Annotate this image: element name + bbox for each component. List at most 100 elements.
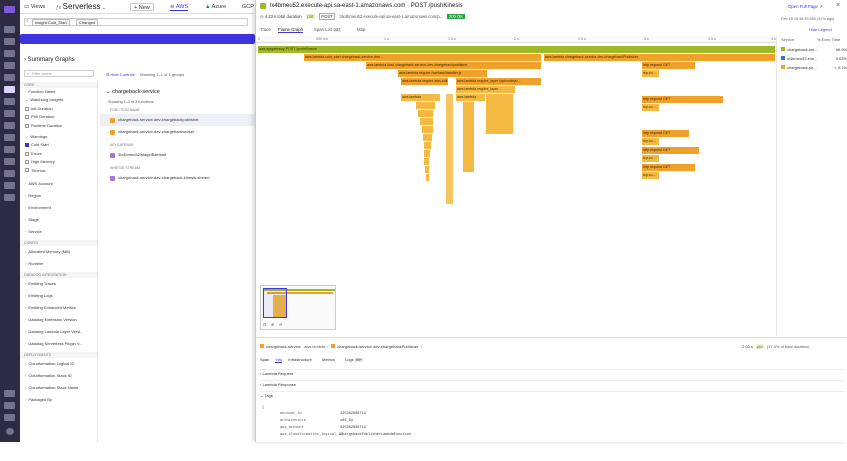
checkbox[interactable] — [25, 106, 29, 111]
span-bar[interactable] — [424, 142, 432, 149]
span-bar[interactable] — [418, 110, 434, 117]
tab-span[interactable]: Span — [260, 357, 270, 362]
service-group-header[interactable]: ⌄ chargeback-service — [106, 89, 160, 95]
nav-item-integrations-icon[interactable] — [4, 194, 15, 201]
facet-region[interactable]: › Region — [25, 192, 42, 198]
section-lambda-response[interactable]: › Lambda Response — [260, 380, 844, 387]
nav-item-team-icon[interactable] — [4, 402, 15, 409]
nav-item-logs-icon[interactable] — [4, 134, 15, 141]
span-bar[interactable] — [416, 102, 436, 109]
close-icon[interactable]: × — [836, 2, 841, 9]
span-bar[interactable]: aws.lambda.load chargeback-service-dev-c… — [366, 62, 542, 69]
facet-cf-logical-id[interactable]: › Cloudformation Logical ID — [25, 360, 75, 366]
nav-item-network-icon[interactable] — [4, 182, 15, 189]
span-bar[interactable]: aws.lambda.require_layer — [456, 86, 516, 93]
filter-pill[interactable]: Insight:Cold_Start — [32, 19, 70, 26]
facet-extension-version[interactable]: › Datadog Extension Version — [25, 316, 77, 322]
zoom-out-icon[interactable]: ⊖ — [279, 322, 283, 327]
span-bar[interactable]: aws.lambda.require_layer /opt/nodejs/... — [456, 78, 542, 85]
nav-item-ux-icon[interactable] — [4, 158, 15, 165]
span-bar[interactable]: aws.lambda chargeback-service-dev-charge… — [544, 54, 776, 61]
search-bar[interactable]: ⌕ Insight:Cold_Start Changed — [20, 15, 255, 29]
facet-plugin-version[interactable]: › Datadog Serverless Plugin V... — [25, 340, 83, 346]
span-bar[interactable]: http.request GET — [642, 62, 696, 69]
span-bar[interactable]: aws.lambda — [456, 94, 486, 101]
span-bar[interactable]: http.request GET — [642, 147, 700, 154]
span-bar[interactable]: tcp.co... — [642, 172, 660, 179]
datadog-logo-icon[interactable] — [4, 6, 15, 13]
checkbox[interactable] — [25, 123, 29, 128]
facet-cf-stack-name[interactable]: › Cloudformation Stack Name — [25, 384, 79, 390]
span-bar[interactable]: http.request GET — [642, 164, 696, 171]
span-bar[interactable] — [463, 102, 475, 172]
span-bar[interactable]: aws.lambda.require aws-sdk — [401, 78, 449, 85]
span-bar[interactable]: tcp.co... — [642, 70, 660, 77]
tab-aws[interactable]: ≋ AWS — [170, 4, 189, 11]
span-bar[interactable]: tcp.co... — [642, 138, 660, 145]
tab-azure[interactable]: ▲ Azure — [205, 4, 227, 10]
banner-button[interactable] — [20, 34, 255, 44]
facet-option[interactable]: Timeout — [20, 167, 97, 175]
span-bar[interactable] — [425, 166, 430, 173]
facet-allocated-memory[interactable]: › Allocated Memory (MB) — [25, 248, 71, 254]
facet-layer-version[interactable]: › Datadog Lambda Layer Versi... — [25, 328, 84, 334]
nav-item-security-icon[interactable] — [4, 146, 15, 153]
facet-runtime[interactable]: › Runtime — [25, 260, 44, 266]
facet-option[interactable]: Init Duration — [20, 105, 97, 113]
api-gateway-row[interactable]: 3lx4bmeu52/stage/$default — [100, 149, 255, 161]
tab-logs[interactable]: Logs 99+ — [344, 357, 363, 362]
tab-info[interactable]: Info — [275, 357, 283, 363]
facet-filter-input[interactable]: ⌕ Filter facets — [24, 70, 94, 77]
nav-item-dashboards-icon[interactable] — [4, 62, 15, 69]
span-bar[interactable] — [426, 174, 430, 181]
flame-graph[interactable]: 0 500 ms 1 s 1.5 s 2 s 2.5 s 3 s 3.5 s 4… — [256, 36, 776, 336]
nav-item-apm-icon[interactable] — [4, 122, 15, 129]
filter-pill[interactable]: Changed — [76, 19, 99, 26]
facet-option[interactable]: Cold Start — [20, 141, 97, 149]
facet-function-name[interactable]: › Function Name — [25, 89, 56, 94]
nav-item-cicd-icon[interactable] — [4, 170, 15, 177]
tab-metrics[interactable]: Metrics — [321, 357, 335, 362]
facet-option[interactable]: Errors — [20, 150, 97, 158]
nav-item-settings-icon[interactable] — [4, 414, 15, 421]
span-bar[interactable] — [486, 94, 514, 134]
span-bar[interactable]: tcp.co... — [642, 104, 660, 111]
span-bar[interactable] — [420, 118, 434, 125]
tag-value[interactable]: 425362906713 — [340, 412, 366, 416]
nav-item-monitors-icon[interactable] — [4, 98, 15, 105]
facet-option[interactable]: P95 Duration — [20, 113, 97, 121]
nav-item-help-icon[interactable] — [4, 390, 15, 397]
facet-stage[interactable]: › Stage — [25, 216, 39, 222]
function-row[interactable]: chargeback-service-dev-chargebackworker — [100, 126, 255, 138]
tab-span-list[interactable]: Span List 287 — [314, 27, 342, 32]
minimap-viewport[interactable] — [263, 288, 287, 318]
span-bar[interactable]: tcp.co... — [642, 155, 660, 162]
legend-item[interactable]: chargeback-ser... 96.9% — [781, 47, 847, 52]
span-bar[interactable]: aws.lambda.require /var/task/handler.js — [398, 70, 488, 77]
facet-enhanced-metrics[interactable]: › Emitting Enhanced Metrics — [25, 304, 76, 310]
span-bar[interactable] — [423, 134, 433, 141]
page-title[interactable]: ƒx Serverless ⌄ — [56, 2, 107, 12]
checkbox-checked[interactable] — [25, 143, 29, 148]
tab-map[interactable]: Map — [357, 27, 366, 32]
span-bar[interactable]: aws.apigateway POST /pushKinesis — [258, 46, 776, 53]
function-row[interactable]: chargeback-service-dev-chargebackpublish… — [100, 114, 255, 126]
span-bar[interactable]: http.request GET — [642, 130, 690, 137]
zoom-in-icon[interactable]: ⊕ — [271, 322, 275, 327]
checkbox[interactable] — [25, 151, 29, 156]
fit-icon[interactable]: ⊡ — [263, 322, 267, 327]
span-bar[interactable] — [422, 126, 434, 133]
tab-trace[interactable]: Trace — [260, 27, 271, 32]
tag-value[interactable]: ChargebackPublisherLambdaFunction — [340, 433, 412, 437]
tag-value[interactable]: x86_64 — [340, 419, 353, 423]
hide-legend-link[interactable]: Hide Legend — [809, 27, 832, 32]
facet-service[interactable]: › Service — [25, 228, 42, 234]
summary-graphs-toggle[interactable]: › Summary Graphs — [24, 57, 75, 63]
facet-option[interactable]: High Memory — [20, 158, 97, 166]
facet-cf-stack-id[interactable]: › Cloudformation Stack ID — [25, 372, 72, 378]
nav-item-watchdog-icon[interactable] — [4, 38, 15, 45]
section-lambda-request[interactable]: › Lambda Request — [260, 369, 844, 376]
facet-warnings[interactable]: ⌄ Warnings — [25, 133, 48, 139]
avatar[interactable] — [6, 428, 14, 435]
span-bar[interactable] — [424, 158, 430, 165]
